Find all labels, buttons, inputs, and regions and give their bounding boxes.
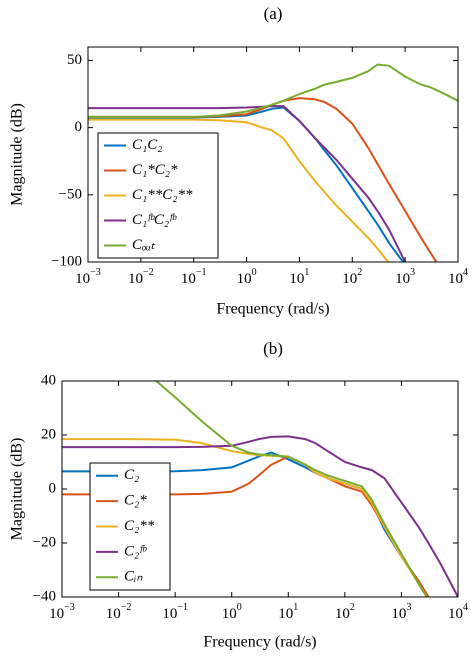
y-tick-label: 50 [67,52,82,68]
x-tick-exponent: −3 [90,267,101,278]
legend: C₁C₂ C₁*C₂* C₁**C₂** C₁ᶠᵇC₂ᶠᵇ Cₒᵤₜ [97,132,219,259]
y-tick-label: −50 [59,186,82,202]
x-tick-exponent: 1 [304,267,309,278]
y-axis-label: Magnitude (dB) [9,438,26,541]
x-tick-base: 10 [162,606,177,622]
legend-label: C₁**C₂** [132,187,193,203]
y-axis-label: Magnitude (dB) [9,103,26,206]
y-tick-label: −100 [51,253,82,269]
x-tick-base: 10 [448,606,463,622]
x-tick-base: 10 [181,271,196,287]
series-line [88,118,390,262]
series-line [62,451,430,597]
plot-frame [87,46,459,263]
series-line [88,105,406,262]
x-tick-label: 102 [342,267,362,287]
x-tick-base: 10 [448,271,463,287]
legend-label: C₂* [124,493,147,509]
legend-label: Cₒᵤₜ [132,237,156,253]
x-tick-base: 10 [222,606,237,622]
x-tick-label: 104 [448,602,468,622]
x-tick-label: 100 [237,267,257,287]
x-tick-exponent: 3 [406,602,411,613]
series-line [88,63,458,118]
x-tick-label: 104 [448,267,468,287]
x-tick-exponent: 4 [463,602,468,613]
x-tick-exponent: −1 [177,602,188,613]
x-tick-exponent: 4 [463,267,468,278]
x-tick-label: 10−1 [162,602,188,622]
chart: (b)Frequency (rad/s)Magnitude (dB)10−3 10… [9,339,468,651]
x-tick-base: 10 [237,271,252,287]
x-tick-exponent: 2 [357,267,362,278]
x-tick-base: 10 [75,271,90,287]
x-tick-exponent: −1 [196,267,207,278]
series-line [62,435,458,597]
x-axis-label: Frequency (rad/s) [203,634,316,651]
x-tick-exponent: 3 [410,267,415,278]
y-tick-label: 20 [41,426,56,442]
legend-label: C₁*C₂* [132,162,178,178]
x-tick-label: 103 [391,602,411,622]
y-tick-label: 40 [41,372,56,388]
y-tick-label: −20 [33,534,56,550]
x-tick-base: 10 [49,606,64,622]
x-tick-label: 103 [395,267,415,287]
x-tick-base: 10 [289,271,304,287]
x-tick-exponent: −3 [64,602,75,613]
x-tick-label: 10−3 [75,267,101,287]
x-tick-base: 10 [278,606,293,622]
x-tick-exponent: 1 [293,602,298,613]
x-tick-label: 10−1 [181,267,207,287]
x-tick-base: 10 [342,271,357,287]
x-tick-exponent: 0 [237,602,242,613]
x-tick-label: 10−3 [49,602,75,622]
x-tick-label: 102 [335,602,355,622]
chart-title: (a) [264,4,283,23]
y-tick-label: 0 [75,119,83,135]
y-tick-label: −40 [33,588,56,604]
chart-title: (b) [263,339,283,358]
x-tick-exponent: −2 [121,602,132,613]
x-tick-label: 10−2 [128,267,154,287]
x-tick-base: 10 [106,606,121,622]
x-tick-exponent: −2 [143,267,154,278]
x-tick-label: 101 [289,267,309,287]
legend-label: C₂** [124,518,155,534]
legend-label: C₁ᶠᵇC₂ᶠᵇ [132,212,177,228]
legend-label: C₂ [124,467,139,483]
x-tick-label: 10−2 [106,602,132,622]
series-line [88,97,438,262]
x-axis-label: Frequency (rad/s) [216,301,329,318]
legend-label: C₁C₂ [132,137,162,153]
legend-label: Cᵢₙ [124,569,143,585]
x-tick-base: 10 [335,606,350,622]
chart: (a)Frequency (rad/s)Magnitude (dB)10−3 10… [9,4,468,318]
y-tick-label: 0 [49,480,57,496]
x-tick-exponent: 2 [350,602,355,613]
x-tick-label: 100 [222,602,242,622]
x-tick-base: 10 [395,271,410,287]
series-line [154,381,428,597]
x-tick-base: 10 [391,606,406,622]
x-tick-base: 10 [128,271,143,287]
x-tick-label: 101 [278,602,298,622]
legend: C₂ C₂* C₂** C₂ᶠᵇ Cᵢₙ [89,462,171,591]
legend-label: C₂ᶠᵇ [124,543,147,559]
x-tick-exponent: 0 [252,267,257,278]
